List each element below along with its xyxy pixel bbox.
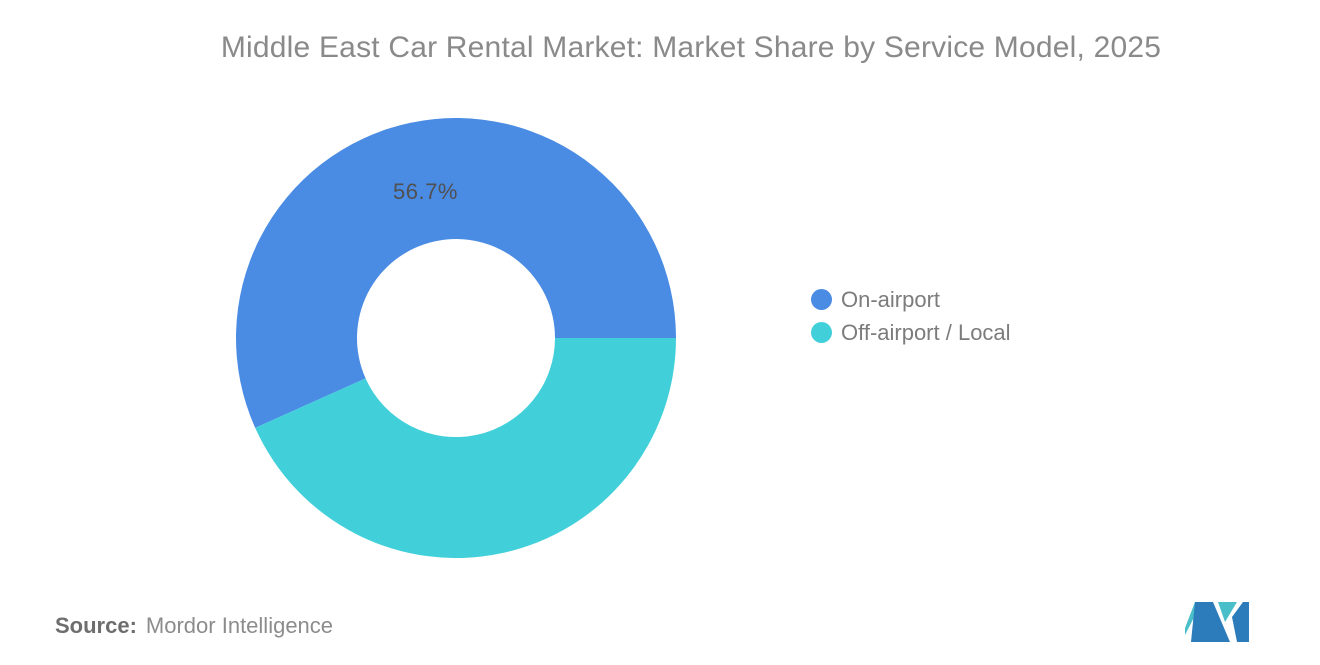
legend-marker-on-airport-icon (811, 289, 832, 310)
source-name: Mordor Intelligence (145, 613, 334, 638)
legend-label-on-airport: On-airport (841, 286, 941, 312)
legend-item-off-airport-local[interactable]: Off-airport / Local (811, 316, 1011, 349)
legend-label-off-airport-local: Off-airport / Local (841, 319, 1011, 345)
source-line: Source: Mordor Intelligence (55, 613, 333, 639)
slice-label-on-airport: 56.7% (393, 179, 458, 204)
slice-on-airport[interactable] (236, 118, 676, 428)
logo-blue-main-diagonal-icon (1191, 602, 1230, 642)
legend-item-on-airport[interactable]: On-airport (811, 283, 1011, 316)
source-prefix: Source: (55, 613, 137, 638)
chart-title: Middle East Car Rental Market: Market Sh… (220, 31, 1162, 64)
slice-off-airport-local[interactable] (255, 338, 676, 558)
mordor-intelligence-logo (1185, 602, 1249, 642)
logo-blue-right-bar-icon (1232, 602, 1249, 642)
donut-chart: 56.7% (236, 118, 676, 558)
logo-teal-mid-triangle-icon (1218, 602, 1237, 622)
legend-marker-off-airport-local-icon (811, 322, 832, 343)
legend: On-airport Off-airport / Local (811, 283, 1011, 349)
donut-svg (236, 118, 676, 558)
